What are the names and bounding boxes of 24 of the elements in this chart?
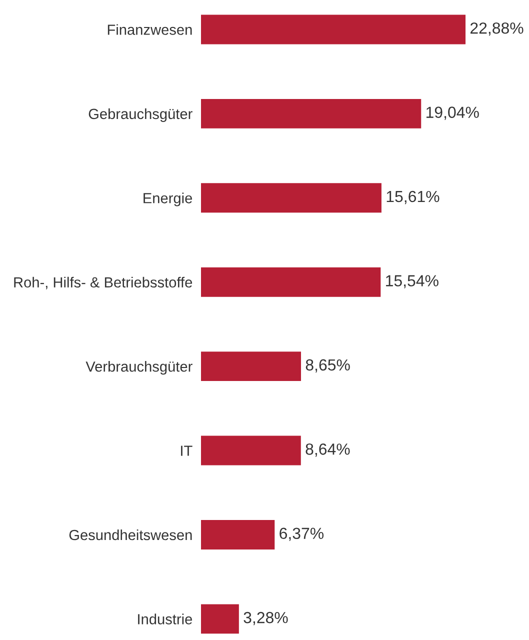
- y-tick-label: Roh-, Hilfs- & Betriebsstoffe: [14, 276, 192, 290]
- y-tick-label: Verbrauchsgüter: [86, 361, 192, 375]
- y-tick-label: IT: [181, 446, 192, 456]
- y-tick-label: Gebrauchsgüter: [88, 108, 192, 122]
- data-label: 15,54%: [386, 275, 438, 288]
- data-label: 15,61%: [386, 190, 440, 204]
- data-label: 19,04%: [426, 106, 479, 120]
- bar: [201, 436, 301, 466]
- data-label: 8,64%: [306, 444, 350, 457]
- bar: [201, 267, 381, 297]
- data-label: 8,65%: [306, 359, 350, 372]
- data-label: 6,37%: [280, 528, 324, 541]
- y-tick-label: Industrie: [138, 614, 192, 624]
- data-label: 22,88%: [470, 22, 524, 36]
- data-label: 3,28%: [244, 612, 288, 626]
- y-tick-label: Finanzwesen: [108, 24, 192, 35]
- y-tick-label: Gesundheitswesen: [69, 529, 192, 540]
- bar: [201, 98, 422, 128]
- bar: [201, 520, 275, 550]
- bar: [201, 352, 302, 382]
- bar: [201, 183, 382, 213]
- y-tick-label: Energie: [144, 192, 192, 206]
- bar: [201, 604, 239, 634]
- bar: [201, 14, 466, 44]
